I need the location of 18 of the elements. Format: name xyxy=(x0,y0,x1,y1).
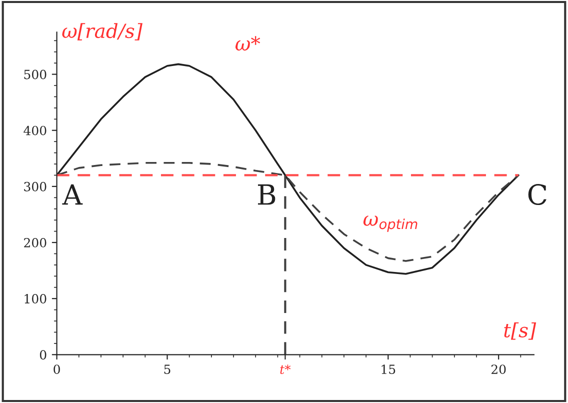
y-tick-label: 400 xyxy=(24,126,46,136)
annotation: A xyxy=(62,184,83,205)
y-tick-label: 100 xyxy=(24,294,46,304)
y-tick-label: 500 xyxy=(24,70,46,80)
x-tick-label: 0 xyxy=(54,364,60,374)
y-tick-label: 200 xyxy=(24,238,46,248)
x-axis-title: t[s] xyxy=(504,322,536,340)
x-tick-label: t* xyxy=(280,364,291,374)
annotation: B xyxy=(258,184,276,205)
annotation: ω$_{optim}$ xyxy=(363,216,418,232)
x-tick-label: 20 xyxy=(491,364,506,374)
y-axis-title: ω[rad/s] xyxy=(62,23,142,40)
y-tick-label: 300 xyxy=(24,182,46,192)
y-tick-label: 0 xyxy=(40,350,46,360)
annotation: C xyxy=(528,184,546,206)
x-tick-label: 15 xyxy=(382,364,396,374)
annotation: ω* xyxy=(235,36,260,51)
x-tick-label: 5 xyxy=(164,364,170,374)
